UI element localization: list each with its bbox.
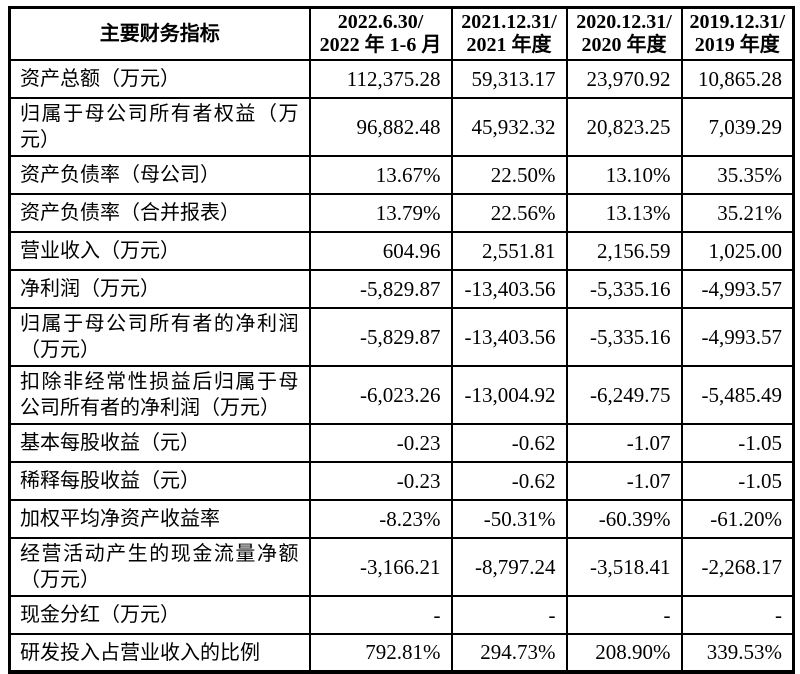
value-cell: -1.07	[565, 423, 683, 463]
value-cell: 59,313.17	[450, 59, 568, 99]
header-period-2020: 2020.12.31/ 2020 年度	[565, 6, 683, 61]
value-cell: -3,166.21	[308, 537, 453, 597]
value-cell: -0.62	[450, 423, 568, 463]
value-cell: -	[450, 595, 568, 635]
value-cell: -4,993.57	[680, 307, 795, 367]
value-cell: 13.67%	[308, 155, 453, 195]
value-cell: 96,882.48	[308, 97, 453, 157]
table-row-weighted-roe: 加权平均净资产收益率 -8.23% -50.31% -60.39% -61.20…	[8, 499, 795, 539]
header-period-2022h1: 2022.6.30/ 2022 年 1-6 月	[308, 6, 453, 61]
value-cell: 20,823.25	[565, 97, 683, 157]
value-cell: -8,797.24	[450, 537, 568, 597]
value-cell: 22.50%	[450, 155, 568, 195]
financial-indicators-table: 主要财务指标 2022.6.30/ 2022 年 1-6 月 2021.12.3…	[8, 6, 795, 674]
table-row-operating-cash-flow: 经营活动产生的现金流量净额（万元） -3,166.21 -8,797.24 -3…	[8, 537, 795, 597]
value-cell: 13.10%	[565, 155, 683, 195]
value-cell: 13.13%	[565, 193, 683, 233]
row-label: 稀释每股收益（元）	[8, 461, 311, 501]
period-name-line: 2021 年度	[466, 34, 552, 56]
period-date-line: 2019.12.31/	[689, 11, 786, 33]
value-cell: -1.05	[680, 461, 795, 501]
value-cell: -5,335.16	[565, 307, 683, 367]
row-label: 资产负债率（合并报表）	[8, 193, 311, 233]
value-cell: -4,993.57	[680, 269, 795, 309]
table-row-net-profit-parent: 归属于母公司所有者的净利润（万元） -5,829.87 -13,403.56 -…	[8, 307, 795, 367]
value-cell: 792.81%	[308, 633, 453, 673]
row-label: 资产总额（万元）	[8, 59, 311, 99]
value-cell: -13,004.92	[450, 365, 568, 425]
value-cell: -	[565, 595, 683, 635]
value-cell: 35.35%	[680, 155, 795, 195]
period-name-line: 2022 年 1-6 月	[319, 34, 442, 56]
value-cell: -0.23	[308, 461, 453, 501]
row-label: 资产负债率（母公司）	[8, 155, 311, 195]
value-cell: 22.56%	[450, 193, 568, 233]
table-row-parent-equity: 归属于母公司所有者权益（万元） 96,882.48 45,932.32 20,8…	[8, 97, 795, 157]
value-cell: -5,829.87	[308, 307, 453, 367]
value-cell: -	[680, 595, 795, 635]
row-label: 归属于母公司所有者的净利润（万元）	[8, 307, 311, 367]
table-row-debt-ratio-parent: 资产负债率（母公司） 13.67% 22.50% 13.10% 35.35%	[8, 155, 795, 195]
value-cell: -61.20%	[680, 499, 795, 539]
value-cell: 604.96	[308, 231, 453, 271]
value-cell: -6,249.75	[565, 365, 683, 425]
value-cell: -13,403.56	[450, 307, 568, 367]
value-cell: 339.53%	[680, 633, 795, 673]
table-row-net-profit-excl-nonrecurring: 扣除非经常性损益后归属于母公司所有者的净利润（万元） -6,023.26 -13…	[8, 365, 795, 425]
value-cell: -5,485.49	[680, 365, 795, 425]
value-cell: -5,335.16	[565, 269, 683, 309]
table-row-revenue: 营业收入（万元） 604.96 2,551.81 2,156.59 1,025.…	[8, 231, 795, 271]
value-cell: 10,865.28	[680, 59, 795, 99]
value-cell: 112,375.28	[308, 59, 453, 99]
value-cell: 13.79%	[308, 193, 453, 233]
header-period-2019: 2019.12.31/ 2019 年度	[680, 6, 795, 61]
row-label: 净利润（万元）	[8, 269, 311, 309]
value-cell: 2,156.59	[565, 231, 683, 271]
header-period-2021: 2021.12.31/ 2021 年度	[450, 6, 568, 61]
table-row-total-assets: 资产总额（万元） 112,375.28 59,313.17 23,970.92 …	[8, 59, 795, 99]
row-label: 基本每股收益（元）	[8, 423, 311, 463]
value-cell: 45,932.32	[450, 97, 568, 157]
row-label: 扣除非经常性损益后归属于母公司所有者的净利润（万元）	[8, 365, 311, 425]
row-label: 现金分红（万元）	[8, 595, 311, 635]
value-cell: -	[308, 595, 453, 635]
value-cell: -2,268.17	[680, 537, 795, 597]
header-indicator-label: 主要财务指标	[8, 6, 311, 61]
row-label: 归属于母公司所有者权益（万元）	[8, 97, 311, 157]
table-row-rd-to-revenue-ratio: 研发投入占营业收入的比例 792.81% 294.73% 208.90% 339…	[8, 633, 795, 673]
value-cell: 23,970.92	[565, 59, 683, 99]
row-label: 加权平均净资产收益率	[8, 499, 311, 539]
value-cell: -6,023.26	[308, 365, 453, 425]
table-row-basic-eps: 基本每股收益（元） -0.23 -0.62 -1.07 -1.05	[8, 423, 795, 463]
value-cell: -1.07	[565, 461, 683, 501]
value-cell: 7,039.29	[680, 97, 795, 157]
row-label: 经营活动产生的现金流量净额（万元）	[8, 537, 311, 597]
table-row-diluted-eps: 稀释每股收益（元） -0.23 -0.62 -1.07 -1.05	[8, 461, 795, 501]
period-name-line: 2020 年度	[581, 34, 667, 56]
value-cell: 294.73%	[450, 633, 568, 673]
row-label: 研发投入占营业收入的比例	[8, 633, 311, 673]
value-cell: -60.39%	[565, 499, 683, 539]
value-cell: 208.90%	[565, 633, 683, 673]
value-cell: -13,403.56	[450, 269, 568, 309]
value-cell: 35.21%	[680, 193, 795, 233]
table-row-debt-ratio-consolidated: 资产负债率（合并报表） 13.79% 22.56% 13.13% 35.21%	[8, 193, 795, 233]
value-cell: 1,025.00	[680, 231, 795, 271]
period-date-line: 2022.6.30/	[337, 11, 424, 33]
value-cell: -8.23%	[308, 499, 453, 539]
value-cell: -1.05	[680, 423, 795, 463]
period-date-line: 2020.12.31/	[576, 11, 672, 33]
value-cell: -0.23	[308, 423, 453, 463]
row-label: 营业收入（万元）	[8, 231, 311, 271]
value-cell: -50.31%	[450, 499, 568, 539]
value-cell: 2,551.81	[450, 231, 568, 271]
value-cell: -3,518.41	[565, 537, 683, 597]
header-row: 主要财务指标 2022.6.30/ 2022 年 1-6 月 2021.12.3…	[8, 6, 795, 61]
value-cell: -0.62	[450, 461, 568, 501]
period-date-line: 2021.12.31/	[461, 11, 557, 33]
table-row-cash-dividend: 现金分红（万元） - - - -	[8, 595, 795, 635]
table-row-net-profit: 净利润（万元） -5,829.87 -13,403.56 -5,335.16 -…	[8, 269, 795, 309]
value-cell: -5,829.87	[308, 269, 453, 309]
period-name-line: 2019 年度	[694, 34, 780, 56]
